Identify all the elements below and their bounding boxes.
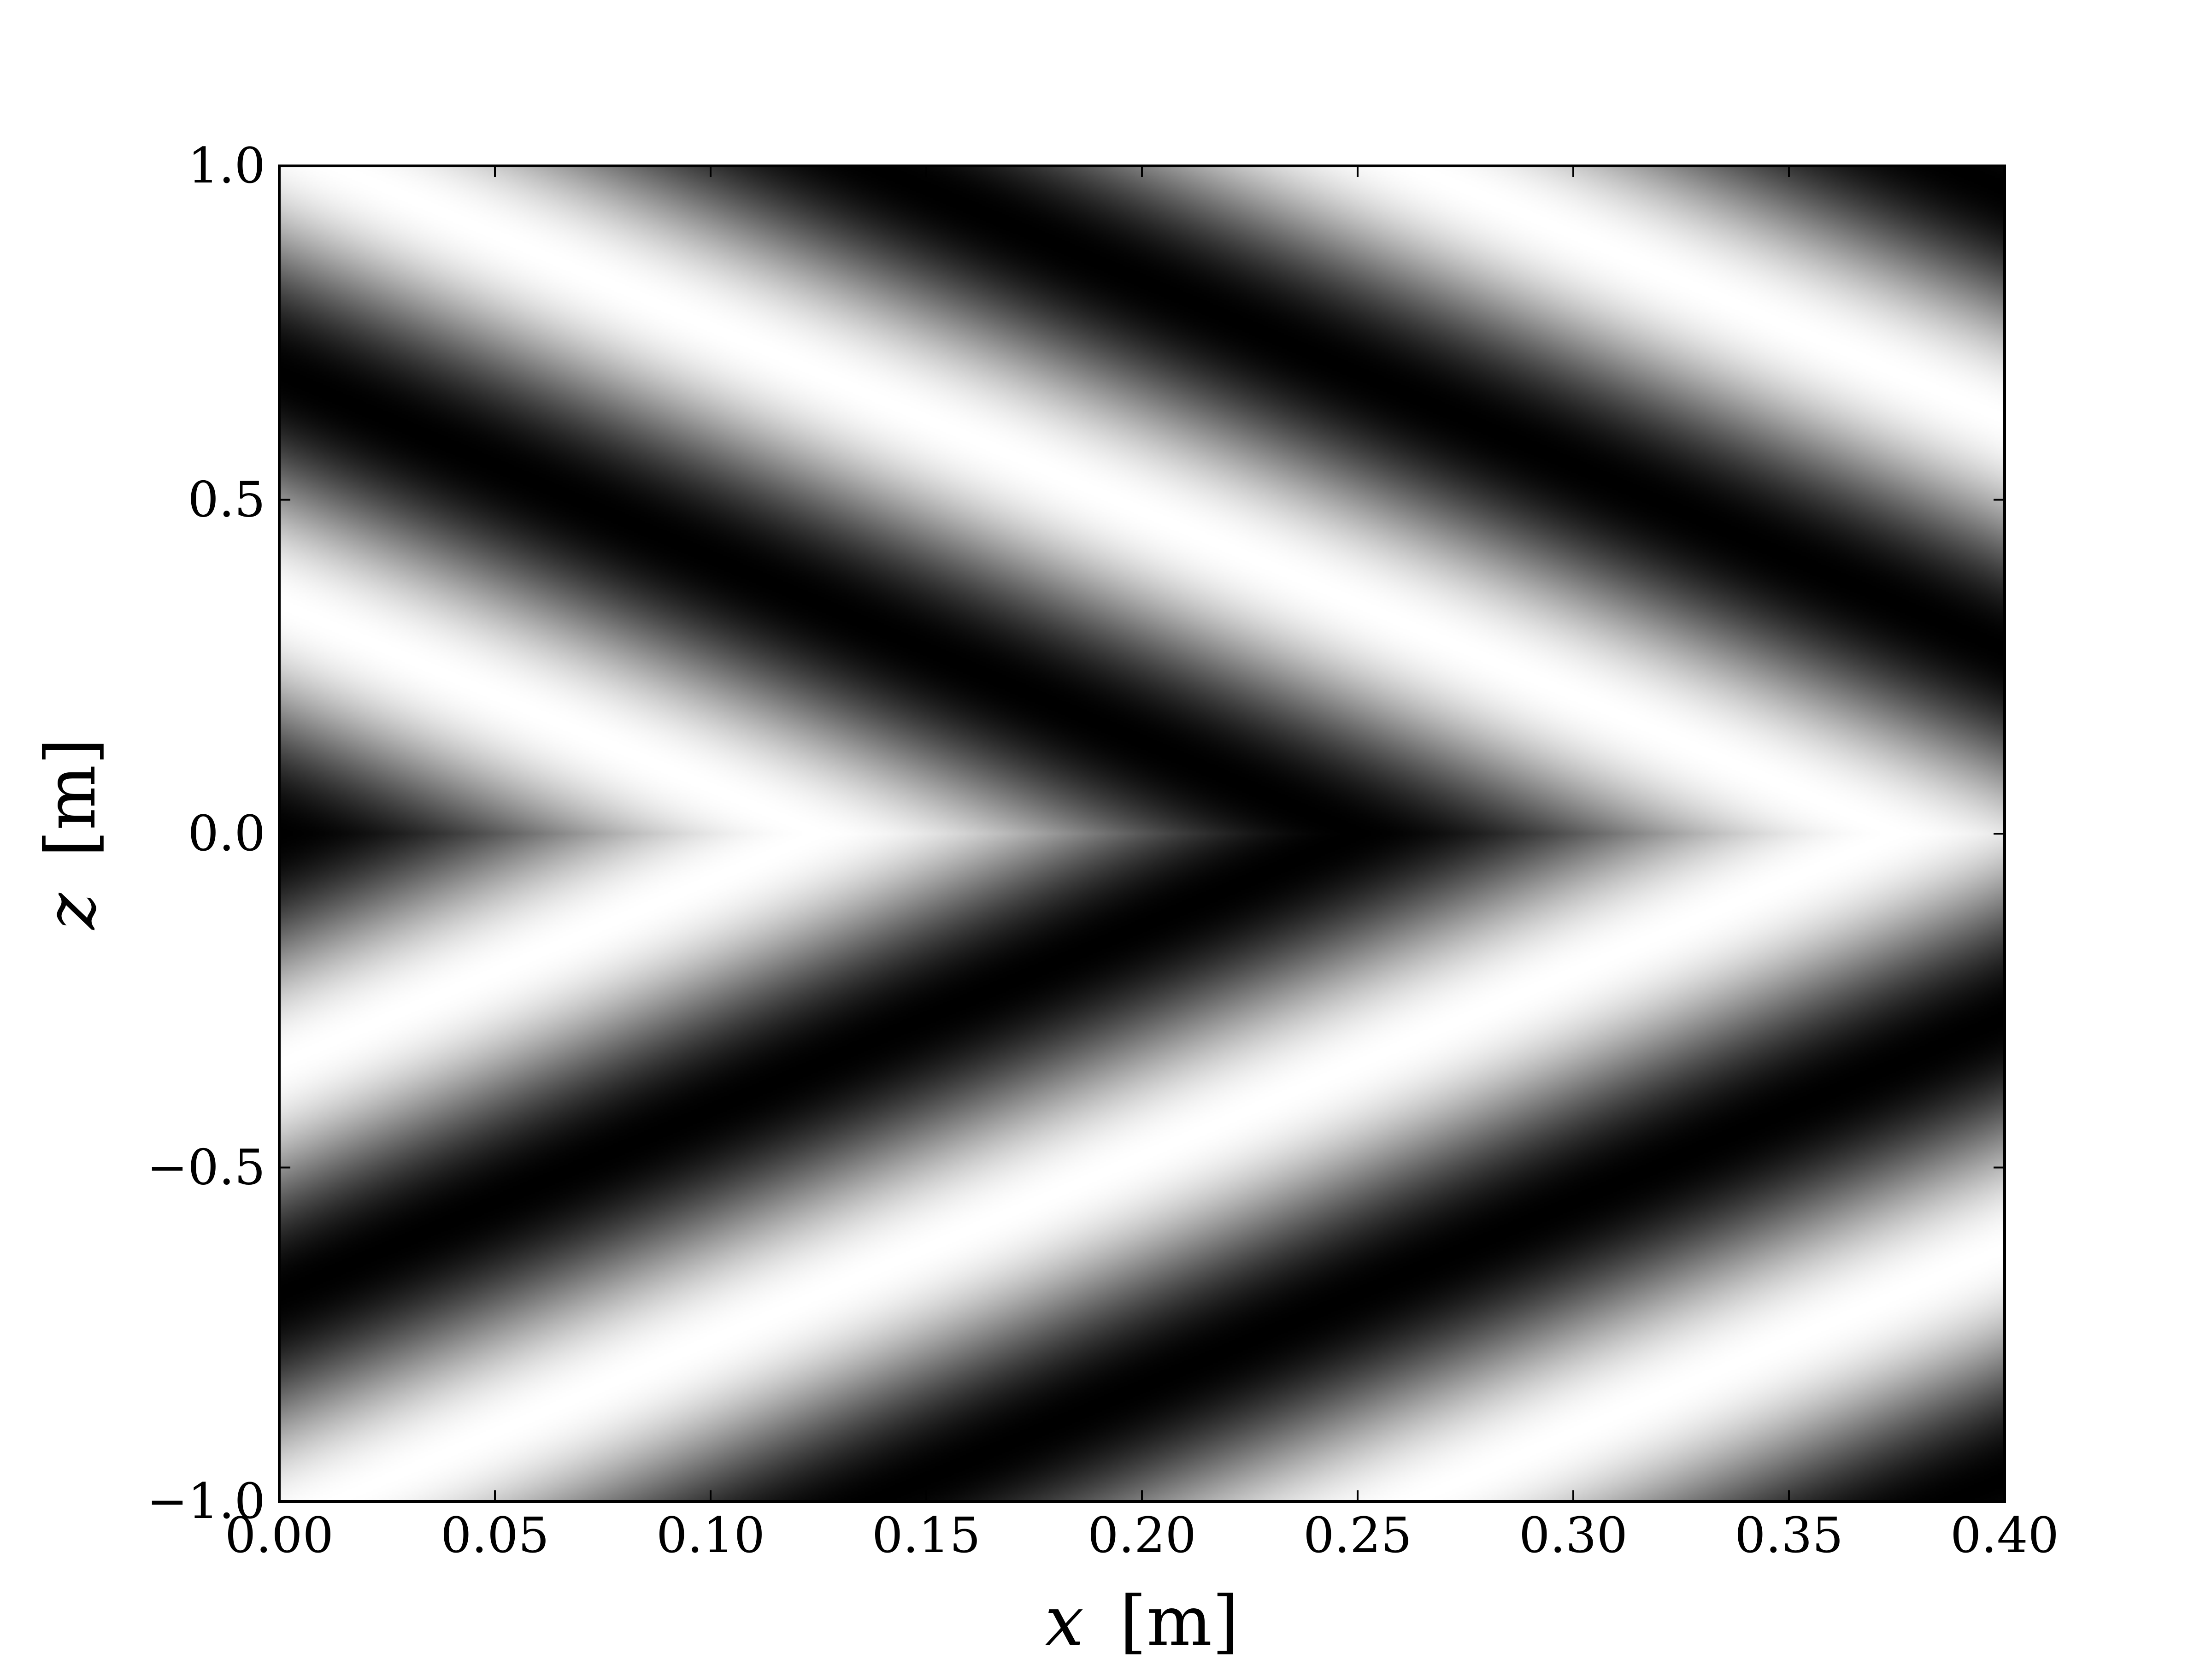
x-tick-label: 0.05 [441, 1507, 549, 1564]
y-axis-ticks: −1.0 −0.5 0.0 0.5 1.0 [147, 137, 2005, 1530]
y-axis-symbol: z [31, 893, 111, 930]
y-tick-label: 0.0 [188, 805, 265, 862]
x-tick-label: 0.00 [225, 1507, 334, 1564]
heatmap-raster [279, 166, 2005, 1501]
y-tick-label: −1.0 [147, 1473, 265, 1530]
x-tick-label: 0.40 [1950, 1507, 2059, 1564]
x-tick-label: 0.35 [1735, 1507, 1843, 1564]
y-tick-label: −0.5 [147, 1139, 265, 1196]
y-tick-label: 0.5 [188, 471, 265, 528]
plot-area: 0.00 0.05 0.10 0.15 0.20 0.25 0.30 0.35 0.40 −1.… [147, 137, 2059, 1564]
y-tick-label: 1.0 [188, 137, 265, 194]
x-tick-label: 0.20 [1088, 1507, 1196, 1564]
x-tick-label: 0.25 [1303, 1507, 1412, 1564]
x-axis-symbol: x [1045, 1582, 1084, 1659]
y-axis-title: z [m] [31, 738, 111, 930]
heatmap-image [279, 166, 2005, 1501]
x-axis-title: x [m] [1045, 1582, 1239, 1659]
x-tick-label: 0.30 [1519, 1507, 1628, 1564]
x-tick-label: 0.15 [872, 1507, 981, 1564]
x-tick-label: 0.10 [656, 1507, 765, 1564]
x-axis-ticks: 0.00 0.05 0.10 0.15 0.20 0.25 0.30 0.35 0.40 [225, 166, 2059, 1564]
x-axis-unit: [m] [1120, 1582, 1239, 1659]
y-axis-unit: [m] [31, 738, 111, 857]
